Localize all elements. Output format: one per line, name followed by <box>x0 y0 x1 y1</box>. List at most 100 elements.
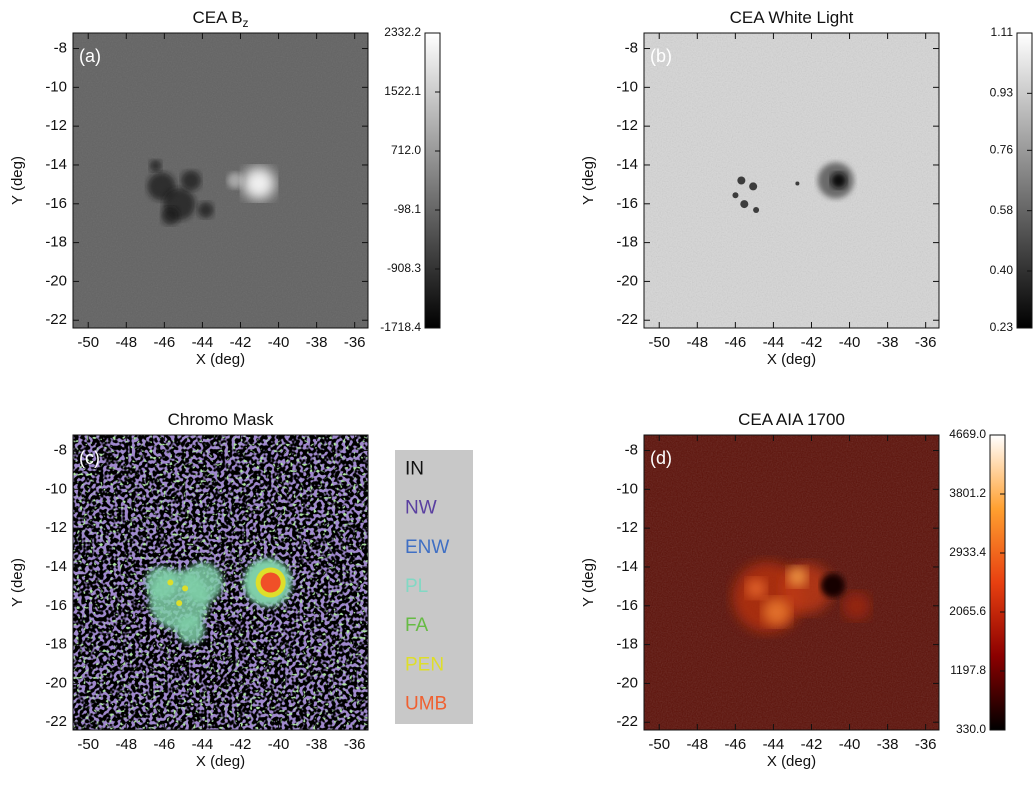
y-tick-label: -16 <box>45 597 67 614</box>
image-blob <box>787 566 808 587</box>
image-blob <box>177 615 205 644</box>
image-blob <box>749 182 758 191</box>
x-tick-label: -38 <box>877 736 899 753</box>
frame <box>643 434 940 731</box>
y-tick-label: -10 <box>616 480 638 497</box>
y-tick-label: -8 <box>54 441 67 458</box>
legend-entry: ENW <box>405 537 449 558</box>
y-tick-label: -22 <box>616 713 638 730</box>
x-tick-label: -36 <box>344 736 366 753</box>
y-tick-label: -8 <box>54 39 67 56</box>
y-tick-label: -18 <box>45 636 67 653</box>
panel: Chromo Mask (c) -50 -48 -46 -44 -42 -40 -38 -36 -2… <box>9 410 473 770</box>
colorbar-tick-label: 0.40 <box>990 263 1014 277</box>
x-tick-label: -40 <box>268 736 290 753</box>
image-blob <box>167 579 174 586</box>
chart-title: CEA Bz <box>192 8 248 30</box>
y-tick-label: -12 <box>45 117 67 134</box>
x-tick-label: -46 <box>725 736 747 753</box>
legend-box <box>395 450 473 724</box>
image-blob <box>161 206 180 225</box>
colorbar: -1718.4 -908.3 -98.1 712.0 1522.1 2332.2 <box>380 25 441 334</box>
y-tick-label: -20 <box>616 674 638 691</box>
x-tick-label: -48 <box>115 736 137 753</box>
panel: CEA AIA 1700 (d) -50 -48 -46 -44 -42 -40 -38 -36 -… <box>580 410 1006 770</box>
panel: CEA White Light(b)-50 -48 -46 -44 -42 -40 -38-… <box>580 8 1033 368</box>
x-tick-label: -42 <box>230 334 252 351</box>
colorbar: 330.0 1197.8 2065.6 2933.4 3801.2 4669.0 <box>949 427 1006 736</box>
image-blob <box>197 202 214 218</box>
y-tick-label: -16 <box>616 597 638 614</box>
colorbar-bar <box>1016 32 1033 329</box>
image <box>73 435 368 730</box>
y-tick-label: -16 <box>616 195 638 212</box>
colorbar-bar <box>989 434 1006 731</box>
x-tick-label: -36 <box>915 334 937 351</box>
y-tick-label: -18 <box>45 234 67 251</box>
x-tick-label: -50 <box>77 334 99 351</box>
image <box>644 33 939 328</box>
colorbar-tick-label: 712.0 <box>391 143 421 157</box>
colorbar-tick-label: 1522.1 <box>384 84 421 98</box>
legend-entry: PL <box>405 576 428 597</box>
x-tick-label: -40 <box>268 334 290 351</box>
y-tick-label: -18 <box>616 636 638 653</box>
y-tick-label: -20 <box>45 272 67 289</box>
y-tick-label: -22 <box>45 311 67 328</box>
legend-entry: PEN <box>405 654 444 675</box>
colorbar-tick-label: 4669.0 <box>949 427 986 441</box>
y-axis-label: Y (deg) <box>580 156 597 205</box>
x-tick-label: -44 <box>763 334 785 351</box>
y-tick-label: -14 <box>45 156 67 173</box>
x-tick-label: -48 <box>115 334 137 351</box>
y-tick-label: -12 <box>45 519 67 536</box>
colorbar-tick-label: -1718.4 <box>380 320 421 334</box>
y-tick-label: -14 <box>45 558 67 575</box>
legend-entry: IN <box>405 459 424 480</box>
y-tick-label: -22 <box>616 311 638 328</box>
colorbar-tick-label: 3801.2 <box>949 486 986 500</box>
colorbar-tick-label: 2065.6 <box>949 604 986 618</box>
image-blob <box>753 207 760 213</box>
colorbar-tick-label: 1197.8 <box>950 663 986 677</box>
x-tick-label: -46 <box>725 334 747 351</box>
image-blob <box>182 585 189 592</box>
chart-title: Chromo Mask <box>168 410 274 429</box>
x-tick-label: -36 <box>344 334 366 351</box>
y-axis-label: Y (deg) <box>9 558 26 607</box>
chart-title: CEA AIA 1700 <box>738 410 845 429</box>
panel-label: (a) <box>79 46 101 66</box>
x-tick-label: -46 <box>154 736 176 753</box>
title-text: Chromo Mask <box>168 410 274 429</box>
frame <box>643 32 940 329</box>
colorbar-tick-label: 2332.2 <box>384 25 421 39</box>
x-tick-label: -38 <box>306 736 328 753</box>
y-tick-label: -10 <box>45 78 67 95</box>
image-blob <box>176 600 183 607</box>
y-tick-label: -12 <box>616 519 638 536</box>
y-tick-label: -20 <box>616 272 638 289</box>
image-blob <box>746 578 767 599</box>
image-noise <box>644 33 939 328</box>
y-tick-label: -20 <box>45 674 67 691</box>
image-blob <box>842 592 871 621</box>
colorbar-tick-label: 1.11 <box>991 25 1014 39</box>
colorbar-tick-label: -98.1 <box>394 202 422 216</box>
y-tick-label: -10 <box>45 480 67 497</box>
x-tick-label: -46 <box>154 334 176 351</box>
x-axis-label: X (deg) <box>196 753 245 770</box>
colorbar-tick-label: 0.93 <box>990 86 1014 100</box>
y-tick-label: -12 <box>616 117 638 134</box>
frame <box>72 32 369 329</box>
y-tick-label: -14 <box>616 558 638 575</box>
colorbar-tick-label: 0.76 <box>990 143 1014 157</box>
x-tick-label: -44 <box>192 334 214 351</box>
panel: CEA Bz (a) -50 -48 -46 -44 -42 -40 -38 -36 -22 -20 -… <box>9 8 441 368</box>
title-subscript: z <box>243 16 249 30</box>
x-tick-label: -38 <box>306 334 328 351</box>
legend-entry: FA <box>405 615 429 636</box>
panel-label: (d) <box>650 448 672 468</box>
colorbar: 0.23 0.40 0.58 0.76 0.93 1.11 <box>990 25 1033 334</box>
image-blob <box>260 572 281 593</box>
